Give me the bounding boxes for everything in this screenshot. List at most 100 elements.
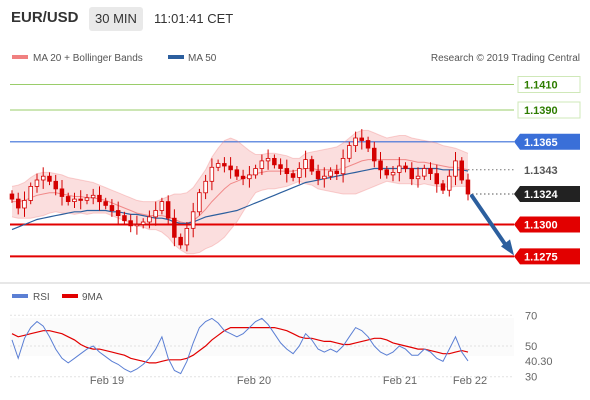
- projection-arrow-head: [501, 239, 514, 256]
- candle: [359, 129, 364, 150]
- level-value-text: 1.1300: [524, 220, 558, 232]
- candle: [396, 157, 402, 182]
- candle: [278, 158, 283, 175]
- candle: [197, 188, 202, 216]
- candlesticks: [9, 129, 471, 252]
- level-value-text: 1.1343: [524, 165, 558, 177]
- candle: [147, 210, 152, 229]
- timeframe-selector[interactable]: 30 MIN: [89, 7, 143, 31]
- candle: [428, 162, 433, 180]
- candle: [134, 215, 140, 235]
- candle: [59, 180, 65, 206]
- candle: [65, 192, 71, 206]
- chart-header: EUR/USD 30 MIN 11:01:41 CET: [0, 0, 590, 38]
- bollinger-upper-line: [11, 129, 469, 203]
- level-label-1-1390: 1.1390: [517, 101, 581, 119]
- candle: [165, 195, 171, 225]
- rsi-tick-labels: 70 50 30: [525, 310, 537, 383]
- bollinger-swatch: [12, 55, 28, 59]
- candle: [159, 197, 165, 215]
- candle: [440, 180, 446, 194]
- main-legend: MA 20 + Bollinger Bands MA 50 Research ©…: [12, 53, 580, 64]
- candle: [9, 190, 15, 203]
- rsi-gridlines: [10, 314, 514, 378]
- candle: [346, 141, 352, 163]
- candle: [209, 158, 215, 191]
- candle: [240, 169, 246, 186]
- ma50-swatch: [168, 55, 184, 59]
- candle: [190, 202, 196, 238]
- rsi-panel: 70 50 30 40.30: [10, 310, 553, 384]
- candle: [140, 218, 146, 229]
- candle: [309, 155, 315, 175]
- candle: [434, 164, 439, 193]
- candle: [184, 222, 190, 252]
- candle: [28, 182, 33, 205]
- candle: [234, 166, 240, 180]
- candle: [72, 192, 77, 208]
- candle: [153, 201, 158, 226]
- rsi-tick-label: 70: [525, 310, 537, 322]
- main-plot-area: [9, 84, 514, 258]
- level-value-text: 1.1275: [524, 251, 558, 263]
- candle: [421, 164, 427, 180]
- price-levels: [10, 84, 514, 258]
- level-label-1-1324: 1.1324: [514, 186, 580, 202]
- level-label-1-1365: 1.1365: [514, 133, 580, 150]
- candle: [41, 167, 46, 189]
- x-axis: Feb 19 Feb 20 Feb 21 Feb 22: [90, 375, 487, 387]
- candle: [315, 164, 321, 186]
- candle: [203, 174, 208, 200]
- candle: [34, 173, 40, 193]
- bollinger-band-fill: [12, 130, 468, 254]
- candle: [259, 154, 265, 175]
- x-tick-label: Feb 19: [90, 375, 124, 387]
- rsi-current-value: 40.30: [525, 356, 553, 368]
- candle: [84, 194, 90, 205]
- rsi-tick-label: 50: [525, 341, 537, 353]
- candle: [178, 233, 183, 249]
- candle: [409, 162, 414, 186]
- rsi-ma-swatch: [62, 294, 78, 298]
- candle: [122, 211, 127, 225]
- rsi-legend: RSI 9MA: [12, 292, 103, 303]
- candle: [340, 149, 346, 183]
- level-value-text: 1.1390: [524, 105, 558, 117]
- level-label-1-1343: 1.1343: [524, 165, 558, 177]
- candle: [403, 162, 408, 173]
- candle: [290, 169, 296, 182]
- candle: [103, 197, 108, 210]
- candle: [415, 167, 421, 188]
- projection-arrow-line: [470, 194, 510, 251]
- x-tick-label: Feb 20: [237, 375, 271, 387]
- candle: [297, 162, 302, 184]
- candle: [97, 186, 102, 211]
- rsi-legend-label: RSI: [33, 292, 50, 303]
- rsi-tick-label: 30: [525, 372, 537, 384]
- candle: [128, 214, 133, 233]
- level-label-1-1410: 1.1410: [517, 76, 581, 93]
- candle: [284, 159, 290, 183]
- price-level-labels: 1.1410 1.1390 1.1365 1.1343 1.1324 1.1300 1.12…: [514, 76, 581, 265]
- candle: [115, 201, 121, 225]
- candle: [22, 191, 27, 217]
- candle: [228, 157, 233, 179]
- candle: [272, 154, 277, 169]
- rsi-ma-legend-label: 9MA: [82, 292, 103, 303]
- copyright-text: Research © 2019 Trading Central: [431, 53, 580, 64]
- ma50-line: [11, 167, 469, 231]
- projection-arrow: [470, 194, 514, 256]
- level-value-text: 1.1324: [524, 189, 559, 201]
- x-tick-label: Feb 22: [453, 375, 487, 387]
- candle: [390, 166, 396, 182]
- candle: [53, 174, 59, 196]
- candle: [453, 152, 458, 186]
- candle: [215, 159, 221, 172]
- level-label-1-1275: 1.1275: [514, 248, 580, 265]
- candle: [78, 190, 83, 210]
- candle: [222, 157, 227, 173]
- candle: [265, 149, 271, 170]
- candle: [328, 167, 333, 180]
- rsi-swatch: [12, 294, 28, 298]
